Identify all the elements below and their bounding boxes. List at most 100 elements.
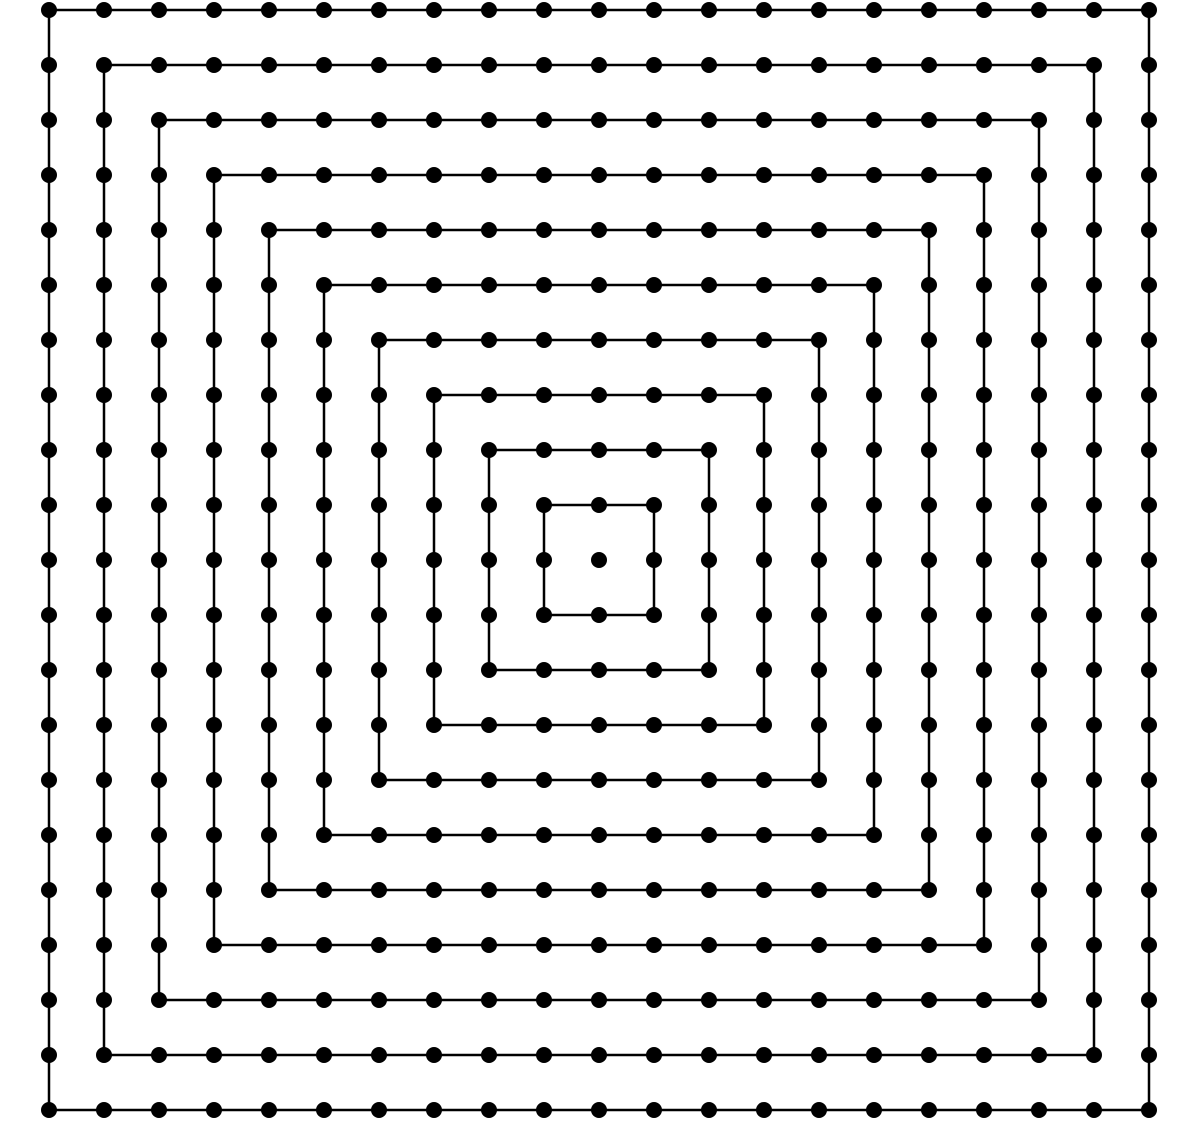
grid-dot [811, 332, 827, 348]
grid-dot [481, 552, 497, 568]
grid-dot [96, 2, 112, 18]
grid-dot [316, 662, 332, 678]
grid-dot [261, 882, 277, 898]
grid-dot [481, 662, 497, 678]
grid-dot [536, 772, 552, 788]
grid-dot [151, 992, 167, 1008]
grid-dot [866, 167, 882, 183]
grid-dot [976, 937, 992, 953]
grid-dot [976, 387, 992, 403]
grid-dot [96, 937, 112, 953]
grid-dot [316, 332, 332, 348]
grid-dot [1086, 57, 1102, 73]
grid-dot [646, 827, 662, 843]
grid-dot [151, 552, 167, 568]
grid-dot [756, 1047, 772, 1063]
grid-dot [756, 937, 772, 953]
grid-dot [921, 497, 937, 513]
grid-dot [151, 167, 167, 183]
grid-dot [96, 332, 112, 348]
grid-dot [1141, 882, 1157, 898]
grid-dot [756, 2, 772, 18]
grid-dot [41, 937, 57, 953]
grid-dot [591, 992, 607, 1008]
grid-dot [811, 827, 827, 843]
grid-dot [371, 1047, 387, 1063]
grid-dot [701, 552, 717, 568]
grid-dot [701, 1047, 717, 1063]
grid-dot [646, 167, 662, 183]
grid-dot [591, 717, 607, 733]
grid-dot [1031, 1047, 1047, 1063]
grid-dot [811, 2, 827, 18]
grid-dot [866, 2, 882, 18]
grid-dot [41, 2, 57, 18]
grid-dot [96, 1102, 112, 1118]
grid-dot [96, 882, 112, 898]
grid-dot [1141, 222, 1157, 238]
grid-dot [206, 827, 222, 843]
grid-dot [481, 222, 497, 238]
grid-dot [206, 1047, 222, 1063]
grid-dot [426, 167, 442, 183]
grid-dot [591, 662, 607, 678]
grid-dot [976, 332, 992, 348]
grid-dot [811, 1047, 827, 1063]
grid-dot [1141, 332, 1157, 348]
grid-dot [316, 992, 332, 1008]
grid-dot [1086, 827, 1102, 843]
grid-dot [316, 607, 332, 623]
grid-dot [41, 332, 57, 348]
grid-dot [536, 112, 552, 128]
grid-dot [371, 1102, 387, 1118]
grid-dot [371, 827, 387, 843]
grid-dot [811, 992, 827, 1008]
grid-dot [1141, 662, 1157, 678]
grid-dot [316, 717, 332, 733]
grid-dot [591, 222, 607, 238]
grid-dot [866, 992, 882, 1008]
grid-dot [426, 442, 442, 458]
grid-dot [646, 1047, 662, 1063]
grid-dot [756, 772, 772, 788]
grid-dot [1031, 882, 1047, 898]
grid-dot [96, 57, 112, 73]
grid-dot [811, 552, 827, 568]
grid-dot [1141, 937, 1157, 953]
grid-dot [426, 2, 442, 18]
grid-dot [1141, 497, 1157, 513]
grid-dot [536, 387, 552, 403]
grid-dot [371, 167, 387, 183]
grid-dot [811, 1102, 827, 1118]
grid-dot [481, 332, 497, 348]
grid-dot [976, 1047, 992, 1063]
grid-dot [646, 937, 662, 953]
grid-dot [96, 992, 112, 1008]
grid-dot [591, 772, 607, 788]
grid-dot [1141, 442, 1157, 458]
grid-dot [96, 772, 112, 788]
grid-dot [1031, 277, 1047, 293]
grid-dot [426, 332, 442, 348]
grid-dot [591, 607, 607, 623]
grid-dot [151, 607, 167, 623]
grid-dot [866, 552, 882, 568]
grid-dot [756, 497, 772, 513]
grid-dot [701, 222, 717, 238]
grid-dot [41, 442, 57, 458]
grid-dot [811, 112, 827, 128]
grid-dot [41, 167, 57, 183]
grid-dot [646, 662, 662, 678]
grid-dot [1031, 442, 1047, 458]
grid-dot [976, 662, 992, 678]
grid-dot [206, 387, 222, 403]
grid-dot [921, 1102, 937, 1118]
grid-dot [811, 167, 827, 183]
grid-dot [591, 827, 607, 843]
grid-dot [701, 827, 717, 843]
grid-dot [866, 717, 882, 733]
grid-dot [151, 827, 167, 843]
grid-dot [206, 222, 222, 238]
grid-dot [261, 2, 277, 18]
grid-dot [41, 992, 57, 1008]
